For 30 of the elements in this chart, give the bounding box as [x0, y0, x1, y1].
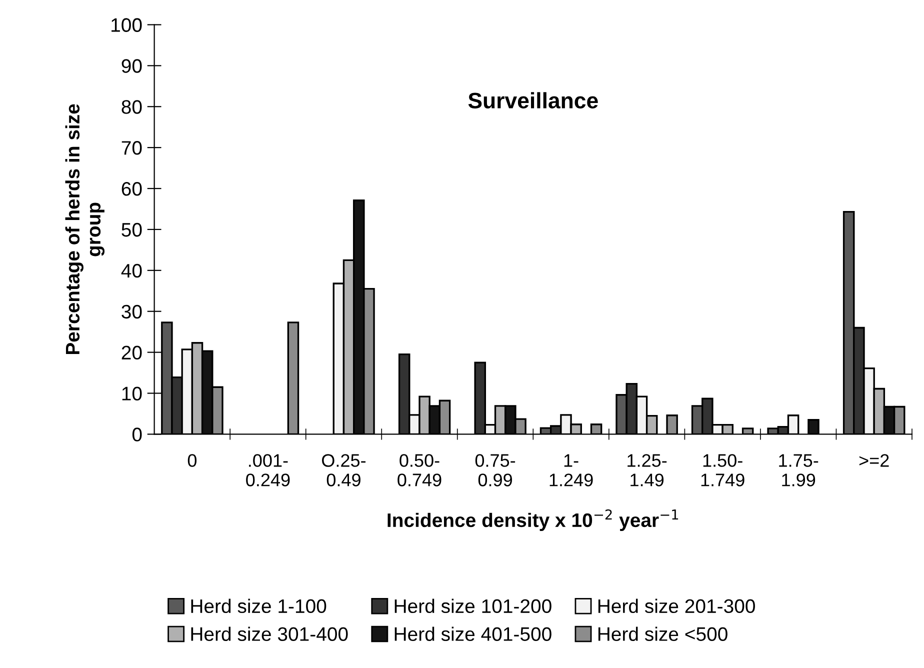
y-tick-label: 40 [121, 264, 142, 278]
legend-label: Herd size 301-400 [191, 626, 348, 641]
x-tick-label: 1- 1.249 [550, 454, 593, 486]
legend-label: Herd size 1-100 [191, 598, 326, 614]
x-tick-label: 0 [188, 454, 197, 467]
legend-label: Herd size <500 [598, 626, 728, 641]
x-tick-label: >=2 [859, 454, 889, 467]
y-tick-label: 60 [122, 182, 142, 196]
y-tick-label: 80 [122, 100, 142, 114]
x-tick-label: 1.50- 1.749 [701, 454, 744, 486]
x-tick-label: 0.50- 0.749 [398, 454, 442, 486]
y-tick-label: 0 [132, 428, 142, 442]
x-tick-label: 1.25- 1.49 [628, 454, 667, 486]
y-tick-label: 30 [122, 304, 142, 319]
y-tick-label: 70 [122, 141, 142, 155]
text: Surveillance [468, 92, 598, 108]
x-tick-label: 1.75- 1.99 [779, 454, 818, 486]
y-tick-label: 10 [122, 386, 142, 400]
legend-label: Herd size 401-500 [394, 626, 552, 641]
x-axis-title: Incidence density x 10$^{−2}$ year$^{−1}$ [388, 509, 678, 531]
legend-label: Herd size 101-200 [394, 598, 552, 614]
x-tick-label: O.25- 0.49 [322, 454, 366, 486]
y-tick-label: 50 [122, 222, 142, 237]
y-axis-title: Percentage of herds in size group [65, 104, 105, 354]
x-tick-label: 0.75- 0.99 [475, 454, 516, 486]
y-tick-label: 100 [112, 18, 142, 32]
legend-label: Herd size 201-300 [598, 598, 755, 614]
y-tick-label: 90 [122, 59, 142, 73]
x-tick-label: .001- 0.249 [246, 454, 290, 486]
y-tick-label: 20 [122, 346, 142, 360]
